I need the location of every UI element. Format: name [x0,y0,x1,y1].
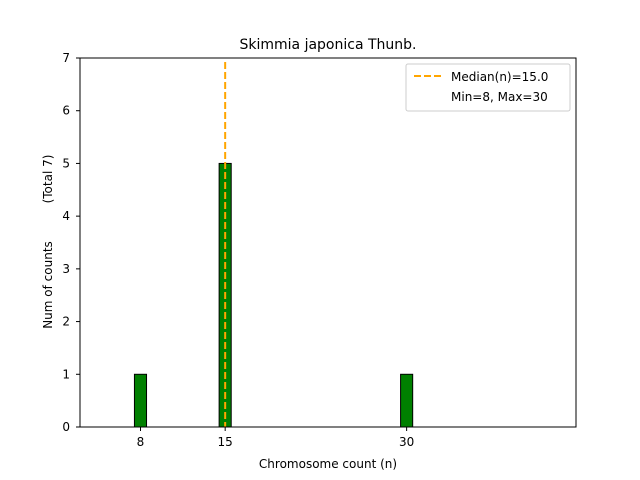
y-tick-label-1: 1 [62,367,70,381]
plot-frame [79,57,577,428]
bar-8 [133,373,148,428]
y-tick-label-4: 4 [62,209,70,223]
legend: Median(n)=15.0 Min=8, Max=30 [405,63,571,112]
y-tick-label-6: 6 [62,104,70,118]
legend-range-label: Min=8, Max=30 [451,90,548,104]
y-axis-total-label: (Total 7) [41,155,55,204]
y-tick-label-0: 0 [62,420,70,434]
y-tick-label-5: 5 [62,156,70,170]
x-axis-label: Chromosome count (n) [259,457,397,471]
x-axis-ticks: 8 15 30 [137,427,414,449]
chart-title: Skimmia japonica Thunb. [240,37,417,53]
y-tick-label-3: 3 [62,262,70,276]
bar-30 [400,373,414,428]
y-tick-label-7: 7 [62,51,70,65]
y-tick-label-2: 2 [62,315,70,329]
x-tick-label-15: 15 [218,435,233,449]
legend-median-label: Median(n)=15.0 [451,70,548,84]
y-axis-label: Num of counts [41,241,55,329]
x-tick-label-8: 8 [137,435,145,449]
y-axis-ticks: 0 1 2 3 4 5 6 7 [62,51,80,434]
x-tick-label-30: 30 [399,435,414,449]
legend-frame [405,63,571,112]
bars-group [133,162,414,428]
